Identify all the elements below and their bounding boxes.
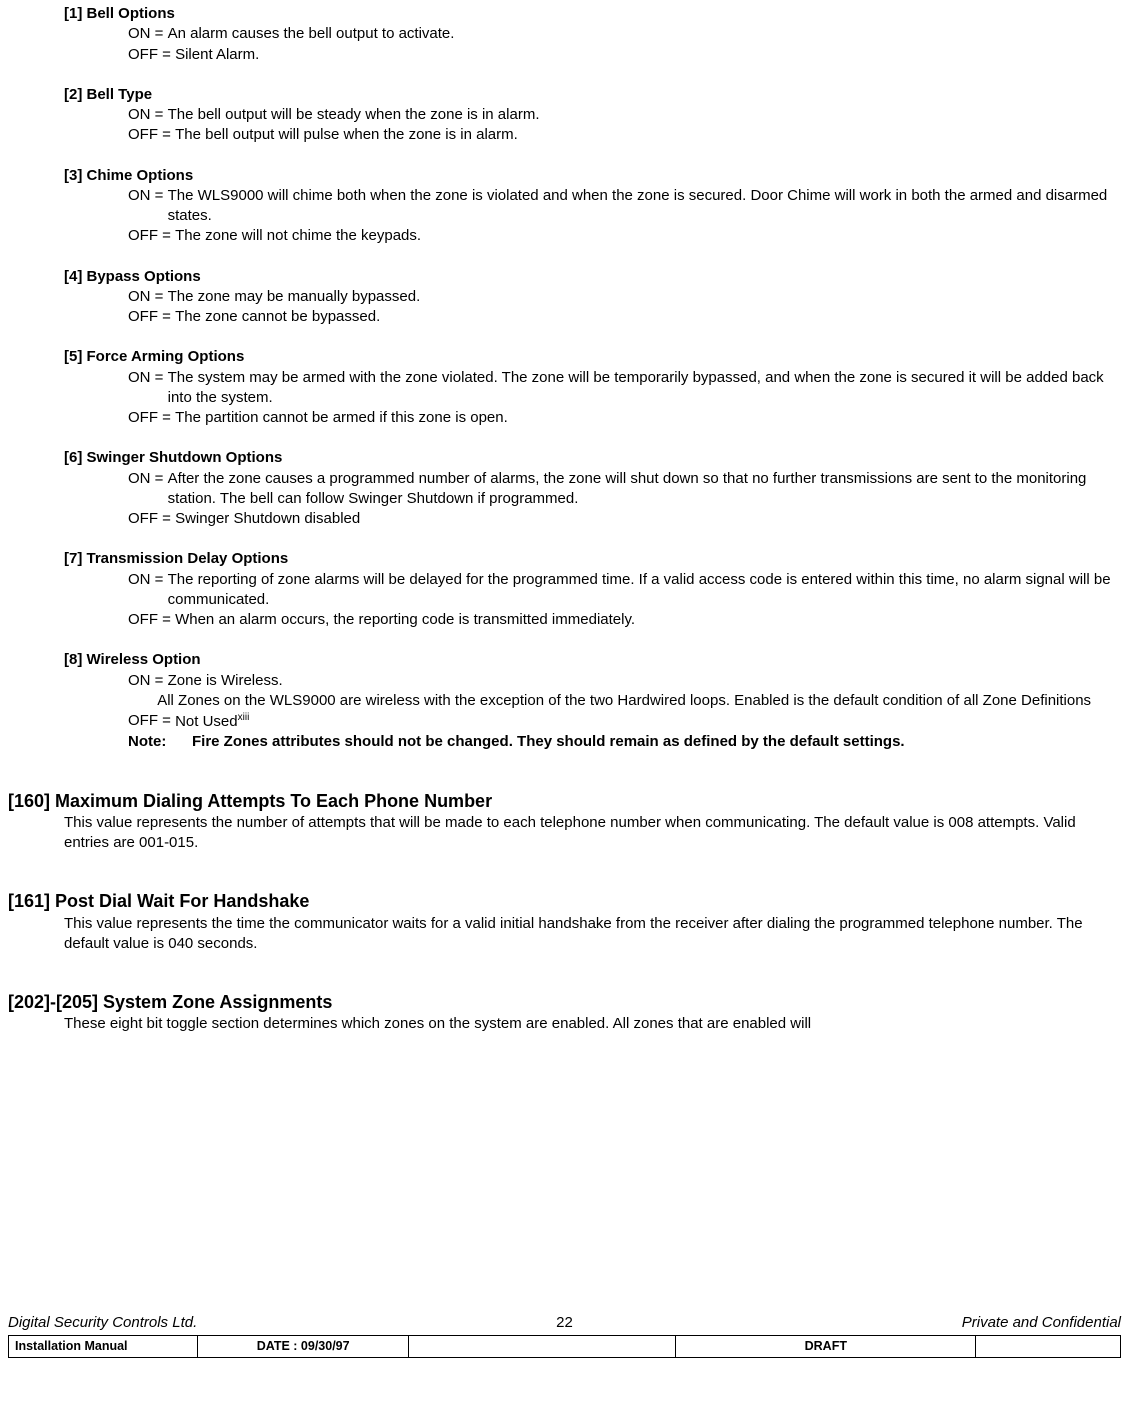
- option-off-line: OFF = Not Usedxiii: [128, 711, 1121, 732]
- page-footer: Digital Security Controls Ltd.22Private …: [0, 1313, 1129, 1364]
- off-text: Not Usedxiii: [175, 711, 1121, 732]
- option-body: ON = Zone is Wireless. All Zones on the …: [128, 671, 1121, 753]
- off-label: OFF =: [128, 509, 175, 529]
- option-heading: [1] Bell Options: [64, 4, 1121, 24]
- option-body: ON = After the zone causes a programmed …: [128, 469, 1121, 530]
- option-block: [8] Wireless OptionON = Zone is Wireless…: [64, 650, 1121, 752]
- off-text: Swinger Shutdown disabled: [175, 509, 1121, 529]
- option-off-line: OFF = The partition cannot be armed if t…: [128, 408, 1121, 428]
- option-off-line: OFF = Silent Alarm.: [128, 45, 1121, 65]
- section-heading: [202]-[205] System Zone Assignments: [8, 990, 1121, 1014]
- option-block: [4] Bypass OptionsON = The zone may be m…: [64, 267, 1121, 328]
- option-block: [3] Chime OptionsON = The WLS9000 will c…: [64, 166, 1121, 247]
- option-heading: [2] Bell Type: [64, 85, 1121, 105]
- footer-table-row: Installation ManualDATE : 09/30/97 DRAFT: [9, 1336, 1121, 1358]
- off-label: OFF =: [128, 307, 175, 327]
- footer-confidential: Private and Confidential: [750, 1313, 1121, 1333]
- footnote-ref: xiii: [238, 712, 250, 723]
- option-block: [1] Bell OptionsON = An alarm causes the…: [64, 4, 1121, 65]
- on-label: ON =: [128, 671, 168, 691]
- option-body: ON = The system may be armed with the zo…: [128, 368, 1121, 429]
- on-label: ON =: [128, 469, 168, 510]
- on-text: The system may be armed with the zone vi…: [168, 368, 1121, 409]
- option-on-line: ON = An alarm causes the bell output to …: [128, 24, 1121, 44]
- on-text: The bell output will be steady when the …: [168, 105, 1121, 125]
- option-on-line: ON = The reporting of zone alarms will b…: [128, 570, 1121, 611]
- option-on-line: ON = The bell output will be steady when…: [128, 105, 1121, 125]
- section: [202]-[205] System Zone AssignmentsThese…: [8, 990, 1121, 1035]
- footer-table: Installation ManualDATE : 09/30/97 DRAFT: [8, 1335, 1121, 1358]
- on-label: ON =: [128, 368, 168, 409]
- option-note: Note:Fire Zones attributes should not be…: [128, 732, 1121, 752]
- on-text: The reporting of zone alarms will be del…: [168, 570, 1121, 611]
- option-block: [2] Bell TypeON = The bell output will b…: [64, 85, 1121, 146]
- option-on-line: ON = After the zone causes a programmed …: [128, 469, 1121, 510]
- footer-blank-1: [409, 1336, 676, 1358]
- footer-draft: DRAFT: [676, 1336, 976, 1358]
- option-heading: [4] Bypass Options: [64, 267, 1121, 287]
- option-heading: [6] Swinger Shutdown Options: [64, 448, 1121, 468]
- on-label: ON =: [128, 570, 168, 611]
- on-text: The WLS9000 will chime both when the zon…: [168, 186, 1121, 227]
- option-heading: [5] Force Arming Options: [64, 347, 1121, 367]
- option-on-line: ON = Zone is Wireless.: [128, 671, 1121, 691]
- section-body: This value represents the time the commu…: [64, 914, 1121, 955]
- section-body: This value represents the number of atte…: [64, 813, 1121, 854]
- option-heading: [3] Chime Options: [64, 166, 1121, 186]
- off-text: Silent Alarm.: [175, 45, 1121, 65]
- off-label: OFF =: [128, 610, 175, 630]
- footer-company: Digital Security Controls Ltd.: [8, 1313, 379, 1333]
- on-text: The zone may be manually bypassed.: [168, 287, 1121, 307]
- note-text: Fire Zones attributes should not be chan…: [192, 732, 1121, 752]
- option-body: ON = The zone may be manually bypassed.O…: [128, 287, 1121, 328]
- on-label: ON =: [128, 186, 168, 227]
- on-label: ON =: [128, 105, 168, 125]
- option-body: ON = The WLS9000 will chime both when th…: [128, 186, 1121, 247]
- section: [160] Maximum Dialing Attempts To Each P…: [8, 789, 1121, 854]
- section-heading: [161] Post Dial Wait For Handshake: [8, 889, 1121, 913]
- option-off-line: OFF = When an alarm occurs, the reportin…: [128, 610, 1121, 630]
- off-label: OFF =: [128, 226, 175, 246]
- footer-date: DATE : 09/30/97: [198, 1336, 409, 1358]
- off-label: OFF =: [128, 408, 175, 428]
- option-body: ON = The reporting of zone alarms will b…: [128, 570, 1121, 631]
- option-off-line: OFF = Swinger Shutdown disabled: [128, 509, 1121, 529]
- option-block: [7] Transmission Delay OptionsON = The r…: [64, 549, 1121, 630]
- option-on-line: ON = The WLS9000 will chime both when th…: [128, 186, 1121, 227]
- option-on-line: ON = The system may be armed with the zo…: [128, 368, 1121, 409]
- option-off-line: OFF = The bell output will pulse when th…: [128, 125, 1121, 145]
- on-extra-text: All Zones on the WLS9000 are wireless wi…: [157, 691, 1121, 711]
- off-text: The zone will not chime the keypads.: [175, 226, 1121, 246]
- off-text: The partition cannot be armed if this zo…: [175, 408, 1121, 428]
- note-label: Note:: [128, 732, 192, 752]
- option-heading: [8] Wireless Option: [64, 650, 1121, 670]
- option-on-line: ON = The zone may be manually bypassed.: [128, 287, 1121, 307]
- on-text: After the zone causes a programmed numbe…: [168, 469, 1121, 510]
- off-text: When an alarm occurs, the reporting code…: [175, 610, 1121, 630]
- option-off-line: OFF = The zone cannot be bypassed.: [128, 307, 1121, 327]
- option-body: ON = The bell output will be steady when…: [128, 105, 1121, 146]
- option-body: ON = An alarm causes the bell output to …: [128, 24, 1121, 65]
- on-label: ON =: [128, 24, 168, 44]
- section-body: These eight bit toggle section determine…: [64, 1014, 1121, 1034]
- footer-top-line: Digital Security Controls Ltd.22Private …: [8, 1313, 1121, 1333]
- off-text: The zone cannot be bypassed.: [175, 307, 1121, 327]
- section: [161] Post Dial Wait For HandshakeThis v…: [8, 889, 1121, 954]
- option-off-line: OFF = The zone will not chime the keypad…: [128, 226, 1121, 246]
- on-text: Zone is Wireless.: [168, 671, 1121, 691]
- option-on-extra: All Zones on the WLS9000 are wireless wi…: [128, 691, 1121, 711]
- section-heading: [160] Maximum Dialing Attempts To Each P…: [8, 789, 1121, 813]
- off-text: The bell output will pulse when the zone…: [175, 125, 1121, 145]
- on-label: ON =: [128, 287, 168, 307]
- option-block: [5] Force Arming OptionsON = The system …: [64, 347, 1121, 428]
- off-label: OFF =: [128, 711, 175, 732]
- option-block: [6] Swinger Shutdown OptionsON = After t…: [64, 448, 1121, 529]
- off-label: OFF =: [128, 125, 175, 145]
- off-label: OFF =: [128, 45, 175, 65]
- option-heading: [7] Transmission Delay Options: [64, 549, 1121, 569]
- footer-page-number: 22: [379, 1313, 750, 1333]
- footer-manual: Installation Manual: [9, 1336, 198, 1358]
- on-text: An alarm causes the bell output to activ…: [168, 24, 1121, 44]
- footer-blank-2: [976, 1336, 1121, 1358]
